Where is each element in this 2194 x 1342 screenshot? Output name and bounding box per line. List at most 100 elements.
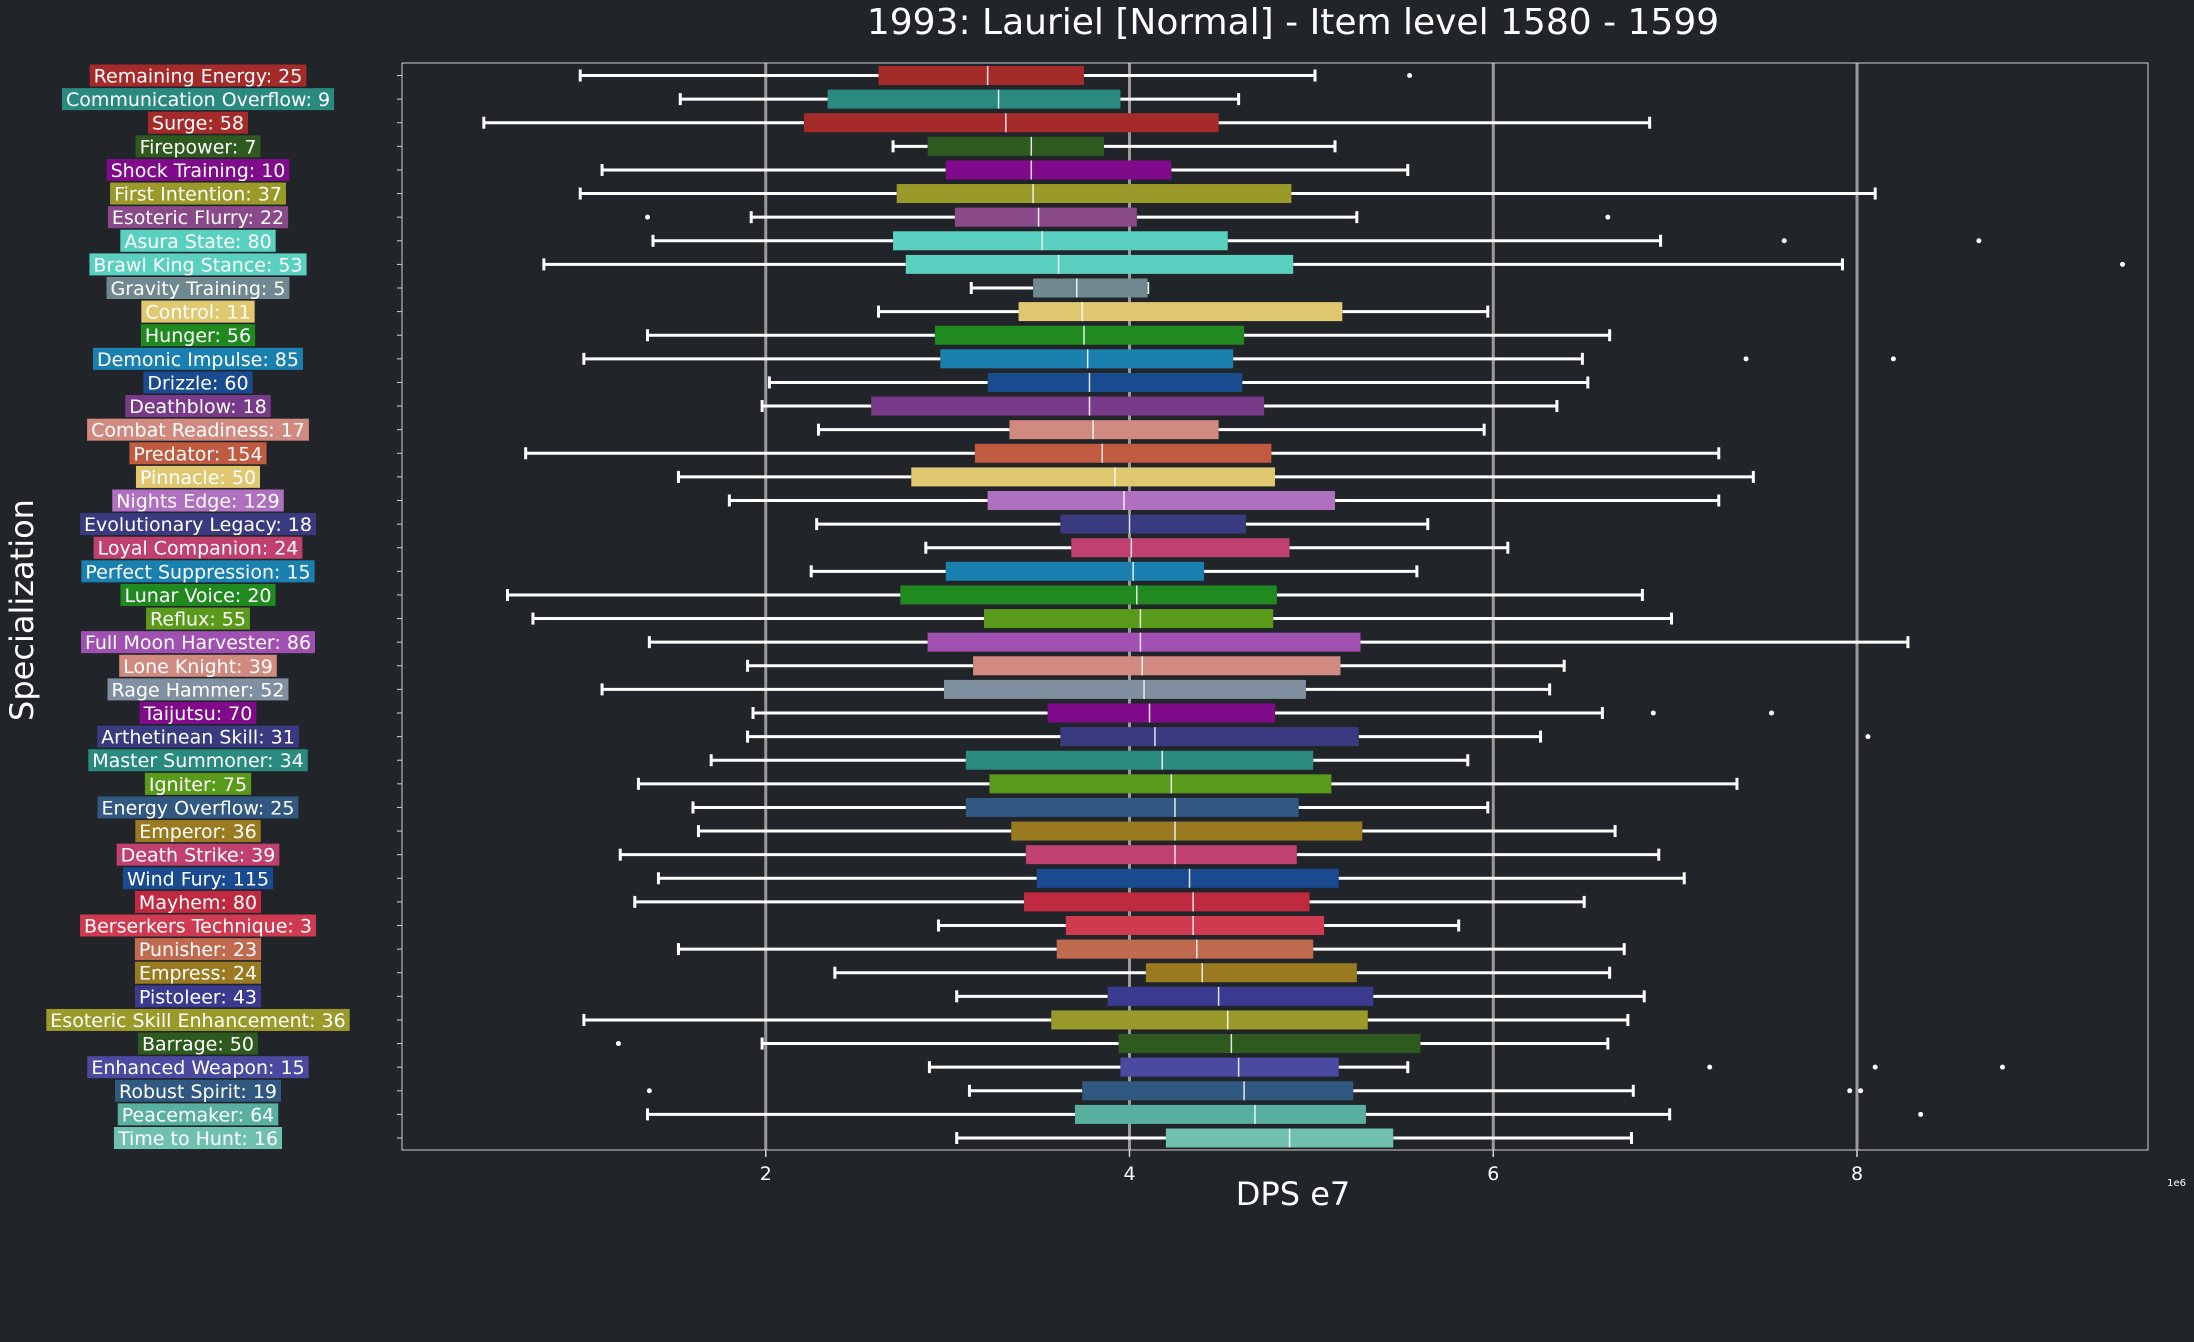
box-iqr: [940, 349, 1234, 369]
category-label-group: Enhanced Weapon: 15: [87, 1056, 309, 1079]
category-label-group: Esoteric Flurry: 22: [107, 206, 289, 229]
box-group: [656, 868, 1686, 888]
category-label: Surge: 58: [152, 113, 244, 135]
box-group: [969, 278, 1150, 298]
box-iqr: [1165, 1128, 1394, 1148]
category-label-background: [80, 513, 316, 536]
box-group: [955, 1128, 1633, 1148]
category-label-group: Pistoleer: 43: [134, 985, 262, 1008]
box-iqr: [1024, 892, 1310, 912]
box-iqr: [1060, 514, 1246, 534]
category-label-background: [148, 111, 248, 134]
category-label-group: Loyal Companion: 24: [93, 536, 303, 560]
category-label: Asura State: 80: [124, 231, 271, 253]
category-label-background: [141, 300, 255, 323]
category-label: Taijutsu: 70: [143, 703, 253, 725]
box-group: [696, 821, 1617, 841]
outlier-point: [1976, 238, 1982, 244]
category-label: Punisher: 23: [139, 939, 257, 961]
box-group: [531, 609, 1673, 629]
box-group: [646, 1104, 1924, 1124]
box-iqr: [1074, 1104, 1366, 1124]
category-label: Predator: 154: [133, 443, 262, 465]
category-label-group: Lunar Voice: 20: [120, 583, 276, 607]
box-iqr: [893, 231, 1228, 251]
category-label: Wind Fury: 115: [127, 868, 269, 890]
category-label: Peacemaker: 64: [122, 1104, 275, 1126]
box-group: [891, 136, 1337, 156]
category-label: Esoteric Flurry: 22: [112, 207, 284, 229]
box-iqr: [989, 774, 1332, 794]
box-group: [618, 845, 1661, 865]
box-iqr: [1025, 845, 1297, 865]
category-label-background: [80, 914, 316, 937]
category-label-background: [134, 961, 262, 984]
category-label: Gravity Training: 5: [111, 278, 286, 300]
y-axis-label: Specialization: [3, 499, 41, 721]
category-label: Esoteric Skill Enhancement: 36: [50, 1010, 345, 1032]
category-label-background: [120, 583, 276, 606]
category-label-background: [97, 725, 299, 748]
category-label: Pistoleer: 43: [139, 986, 257, 1008]
box-iqr: [803, 113, 1219, 133]
category-label-background: [89, 64, 307, 87]
box-series: [482, 66, 2126, 1148]
box-iqr: [1107, 986, 1374, 1006]
outlier-point: [1407, 73, 1413, 78]
category-label-group: Emperor: 36: [135, 820, 261, 843]
category-label-group: First Intention: 37: [110, 182, 286, 206]
outlier-point: [2000, 1064, 2005, 1070]
category-label-group: Remaining Energy: 25: [89, 64, 307, 88]
box-group: [542, 254, 2126, 274]
box-iqr: [1047, 703, 1275, 723]
category-label-background: [144, 772, 252, 795]
category-label-background: [107, 206, 289, 229]
box-group: [600, 160, 1410, 180]
category-label: Full Moon Harvester: 86: [85, 632, 311, 654]
box-group: [767, 372, 1590, 392]
box-group: [746, 656, 1566, 676]
category-label-group: Mayhem: 80: [134, 890, 262, 914]
outlier-point: [2120, 261, 2126, 267]
box-group: [815, 514, 1430, 534]
category-label-background: [135, 135, 261, 158]
category-label: Nights Edge: 129: [116, 491, 280, 513]
box-group: [691, 797, 1490, 817]
category-label: Empress: 24: [139, 963, 257, 985]
category-label-background: [125, 395, 271, 418]
box-group: [955, 986, 1646, 1006]
category-label: Brawl King Stance: 53: [93, 254, 302, 276]
category-label: Master Summoner: 34: [92, 750, 304, 772]
outlier-point: [645, 214, 651, 220]
x-tick-label: 4: [1123, 1163, 1135, 1185]
category-label-group: Shock Training: 10: [106, 158, 290, 182]
category-label-group: Drizzle: 60: [143, 371, 253, 394]
box-iqr: [987, 372, 1243, 392]
category-label: Shock Training: 10: [111, 160, 286, 182]
box-iqr: [1056, 939, 1314, 959]
category-label-group: Communication Overflow: 9: [61, 88, 335, 111]
category-label-group: Reflux: 55: [146, 607, 250, 631]
box-iqr: [1120, 1057, 1339, 1077]
category-label: Lunar Voice: 20: [124, 585, 271, 607]
category-label-background: [87, 418, 309, 441]
category-label: Remaining Energy: 25: [94, 66, 303, 88]
outlier-point: [1743, 356, 1749, 362]
outlier-point: [1781, 238, 1787, 244]
category-label-background: [135, 820, 261, 843]
category-label-group: Firepower: 7: [135, 135, 261, 158]
category-label-group: Punisher: 23: [134, 938, 262, 961]
box-iqr: [943, 679, 1306, 699]
category-label-group: Hunger: 56: [140, 324, 256, 347]
category-label: Barrage: 50: [142, 1034, 254, 1056]
category-label-background: [81, 560, 315, 583]
outlier-point: [1707, 1064, 1713, 1070]
category-label: Demonic Impulse: 85: [97, 349, 299, 371]
box-iqr: [1060, 727, 1359, 747]
category-label-background: [46, 1008, 350, 1031]
category-label: Hunger: 56: [145, 325, 251, 347]
category-label: Communication Overflow: 9: [66, 89, 330, 111]
category-label-group: Berserkers Technique: 3: [80, 914, 316, 938]
category-label-group: Surge: 58: [148, 111, 248, 135]
